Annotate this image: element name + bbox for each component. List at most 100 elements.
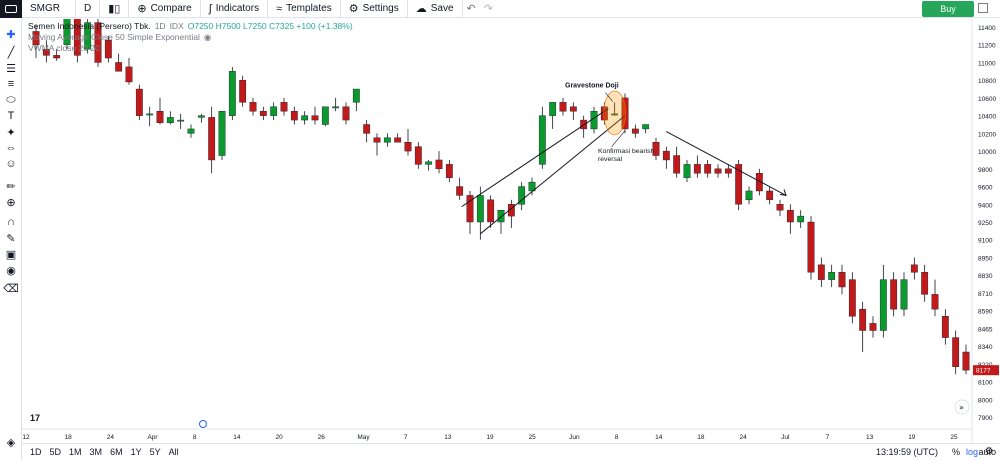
redo-button[interactable]: ↷ <box>480 0 497 18</box>
trash-icon[interactable]: ⌫ <box>3 282 19 295</box>
candle-body[interactable] <box>642 124 650 130</box>
candle-body[interactable] <box>187 128 195 134</box>
candle-body[interactable] <box>921 272 929 295</box>
ruler-icon[interactable]: ✏ <box>6 180 16 193</box>
candle-body[interactable] <box>414 146 422 165</box>
candle-body[interactable] <box>363 124 371 134</box>
crosshair-icon[interactable]: ✚ <box>6 28 16 41</box>
candle-body[interactable] <box>404 142 412 152</box>
candle-body[interactable] <box>755 173 763 192</box>
candle-body[interactable] <box>487 199 495 223</box>
candle-body[interactable] <box>63 19 71 45</box>
downtrend-arrow-line[interactable] <box>666 131 787 196</box>
candle-body[interactable] <box>456 186 464 196</box>
range-5y[interactable]: 5Y <box>149 447 161 457</box>
candle-body[interactable] <box>704 164 712 174</box>
candle-body[interactable] <box>848 279 856 317</box>
candle-body[interactable] <box>332 106 340 109</box>
range-1d[interactable]: 1D <box>30 447 42 457</box>
candle-body[interactable] <box>476 195 484 223</box>
candle-body[interactable] <box>952 337 960 367</box>
candle-body[interactable] <box>73 19 81 56</box>
candle-body[interactable] <box>962 351 970 371</box>
candle-body[interactable] <box>859 308 867 331</box>
event-marker-icon[interactable] <box>199 420 207 428</box>
price-chart[interactable]: 11400 11200 11000 10800 10600 10400 10200 10000… <box>22 19 1000 443</box>
fullscreen-icon[interactable] <box>978 3 988 13</box>
settings-button[interactable]: ⚙ Settings <box>341 0 408 18</box>
candle-body[interactable] <box>766 190 774 201</box>
range-1y[interactable]: 1Y <box>130 447 142 457</box>
candle-body[interactable] <box>745 190 753 201</box>
percent-toggle[interactable]: % <box>951 447 960 457</box>
candle-body[interactable] <box>652 142 660 156</box>
candle-body[interactable] <box>301 115 309 121</box>
candle-body[interactable] <box>32 31 40 45</box>
candle-body[interactable] <box>342 106 350 121</box>
candle-body[interactable] <box>166 117 174 123</box>
channel-lower-line[interactable] <box>480 115 626 235</box>
candle-body[interactable] <box>735 164 743 205</box>
candle-body[interactable] <box>797 215 805 223</box>
candle-body[interactable] <box>104 40 112 59</box>
candle-body[interactable] <box>311 115 319 121</box>
menu-logo-icon[interactable] <box>0 0 22 18</box>
candle-body[interactable] <box>817 264 825 280</box>
candle-body[interactable] <box>559 102 567 112</box>
scroll-to-realtime-button[interactable] <box>954 399 970 415</box>
templates-button[interactable]: ≈ Templates <box>268 0 341 18</box>
candle-body[interactable] <box>280 102 288 112</box>
candle-body[interactable] <box>208 117 216 161</box>
candle-body[interactable] <box>941 316 949 338</box>
candle-body[interactable] <box>507 204 515 217</box>
candle-body[interactable] <box>497 209 505 223</box>
candle-body[interactable] <box>125 66 133 83</box>
candle-body[interactable] <box>693 164 701 174</box>
stay-drawing-icon[interactable]: ✎ <box>6 232 16 245</box>
candle-body[interactable] <box>228 71 236 116</box>
candle-body[interactable] <box>518 186 526 205</box>
candle-body[interactable] <box>383 137 391 143</box>
candle-body[interactable] <box>673 155 681 174</box>
candle-body[interactable] <box>177 119 185 122</box>
candle-body[interactable] <box>115 62 123 72</box>
candle-body[interactable] <box>373 137 381 143</box>
candle-body[interactable] <box>197 115 205 118</box>
magnet-icon[interactable]: ∩ <box>7 216 15 228</box>
lock-icon[interactable]: ▣ <box>5 248 17 261</box>
candle-body[interactable] <box>290 111 298 121</box>
candle-body[interactable] <box>135 88 143 116</box>
candle-body[interactable] <box>900 279 908 310</box>
chart-type-button[interactable]: ▮▯ <box>100 0 130 18</box>
candle-body[interactable] <box>538 115 546 165</box>
candle-body[interactable] <box>84 22 92 50</box>
candle-body[interactable] <box>569 106 577 112</box>
candle-body[interactable] <box>890 279 898 310</box>
candle-body[interactable] <box>239 79 247 103</box>
indicators-button[interactable]: ∫ Indicators <box>201 0 269 18</box>
measure-icon[interactable]: ⇔ <box>5 142 17 154</box>
candle-body[interactable] <box>249 102 257 112</box>
candle-body[interactable] <box>611 113 619 116</box>
candle-body[interactable] <box>879 279 887 331</box>
candle-body[interactable] <box>94 22 102 63</box>
ellipse-icon[interactable]: ⬭ <box>6 93 16 106</box>
candle-body[interactable] <box>425 161 433 165</box>
text-tool-icon[interactable]: T <box>7 110 15 122</box>
eye-icon[interactable]: ◉ <box>6 264 16 277</box>
candle-body[interactable] <box>786 209 794 223</box>
range-1m[interactable]: 1M <box>69 447 82 457</box>
range-5d[interactable]: 5D <box>49 447 62 457</box>
buy-button[interactable]: Buy <box>922 1 974 17</box>
candle-body[interactable] <box>838 272 846 288</box>
candle-body[interactable] <box>156 111 164 123</box>
candle-body[interactable] <box>828 272 836 280</box>
log-toggle[interactable]: log <box>965 447 978 457</box>
range-6m[interactable]: 6M <box>110 447 123 457</box>
candle-body[interactable] <box>42 48 50 56</box>
candle-body[interactable] <box>931 294 939 310</box>
emoji-icon[interactable]: ☺ <box>5 158 17 170</box>
undo-button[interactable]: ↶ <box>463 0 480 18</box>
candle-body[interactable] <box>466 195 474 223</box>
zoom-icon[interactable]: ⊕ <box>6 196 16 209</box>
